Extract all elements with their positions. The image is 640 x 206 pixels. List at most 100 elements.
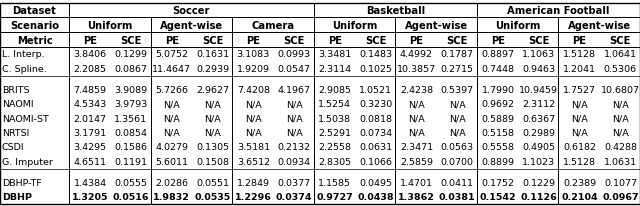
Text: 1.5128: 1.5128	[563, 50, 596, 59]
Text: 5.0752: 5.0752	[156, 50, 188, 59]
Text: 0.2715: 0.2715	[441, 64, 474, 73]
Text: 1.3862: 1.3862	[398, 192, 435, 201]
Text: 3.9793: 3.9793	[115, 100, 148, 109]
Text: N/A: N/A	[204, 128, 221, 137]
Text: 10.9459: 10.9459	[519, 86, 558, 95]
Text: N/A: N/A	[449, 100, 466, 109]
Text: CSDI: CSDI	[2, 143, 24, 152]
Text: 0.1508: 0.1508	[196, 157, 229, 166]
Text: 0.3230: 0.3230	[359, 100, 392, 109]
Text: 0.0535: 0.0535	[195, 192, 230, 201]
Text: N/A: N/A	[245, 128, 262, 137]
Text: N/A: N/A	[408, 128, 425, 137]
Text: 0.1483: 0.1483	[359, 50, 392, 59]
Text: 0.5397: 0.5397	[441, 86, 474, 95]
Text: 11.4647: 11.4647	[152, 64, 191, 73]
Text: 1.9832: 1.9832	[154, 192, 190, 201]
Text: 0.2104: 0.2104	[561, 192, 598, 201]
Text: 1.0641: 1.0641	[604, 50, 637, 59]
Text: 2.2558: 2.2558	[319, 143, 351, 152]
Text: 0.5158: 0.5158	[481, 128, 515, 137]
Text: 1.5128: 1.5128	[563, 157, 596, 166]
Text: 0.0377: 0.0377	[278, 178, 310, 187]
Text: 0.4288: 0.4288	[604, 143, 637, 152]
Text: 0.9727: 0.9727	[317, 192, 353, 201]
Text: 0.0411: 0.0411	[441, 178, 474, 187]
Text: Uniform: Uniform	[87, 21, 132, 31]
Text: 2.5291: 2.5291	[319, 128, 351, 137]
Text: 0.5889: 0.5889	[481, 114, 515, 123]
Text: 5.7266: 5.7266	[156, 86, 188, 95]
Text: 1.4701: 1.4701	[400, 178, 433, 187]
Text: 2.5859: 2.5859	[400, 157, 433, 166]
Text: 0.0934: 0.0934	[278, 157, 310, 166]
Text: DBHP: DBHP	[2, 192, 32, 201]
Text: 0.1191: 0.1191	[115, 157, 147, 166]
Text: 0.2989: 0.2989	[522, 128, 556, 137]
Text: PE: PE	[83, 36, 97, 46]
Text: N/A: N/A	[163, 114, 180, 123]
Text: N/A: N/A	[408, 100, 425, 109]
Text: N/A: N/A	[245, 100, 262, 109]
Text: 1.1063: 1.1063	[522, 50, 556, 59]
Text: 0.1025: 0.1025	[359, 64, 392, 73]
Text: 2.0286: 2.0286	[156, 178, 188, 187]
Text: 3.1791: 3.1791	[74, 128, 107, 137]
Text: 1.2041: 1.2041	[563, 64, 596, 73]
Text: SCE: SCE	[447, 36, 468, 46]
Text: SCE: SCE	[528, 36, 550, 46]
Text: 7.4208: 7.4208	[237, 86, 270, 95]
Text: 1.1023: 1.1023	[522, 157, 556, 166]
Text: PE: PE	[328, 36, 342, 46]
Text: 4.1967: 4.1967	[278, 86, 310, 95]
Text: 1.7527: 1.7527	[563, 86, 596, 95]
Text: 0.0438: 0.0438	[357, 192, 394, 201]
Text: 0.0381: 0.0381	[439, 192, 476, 201]
Text: NRTSI: NRTSI	[2, 128, 29, 137]
Text: 1.5254: 1.5254	[319, 100, 351, 109]
Text: 0.1229: 0.1229	[522, 178, 556, 187]
Text: 2.3471: 2.3471	[400, 143, 433, 152]
Text: 3.8406: 3.8406	[74, 50, 107, 59]
Text: 2.8305: 2.8305	[318, 157, 351, 166]
Text: 5.6011: 5.6011	[156, 157, 188, 166]
Text: 2.9627: 2.9627	[196, 86, 229, 95]
Text: 0.5306: 0.5306	[604, 64, 637, 73]
Text: 0.2132: 0.2132	[278, 143, 310, 152]
Text: 0.1299: 0.1299	[115, 50, 147, 59]
Text: Metric: Metric	[17, 36, 52, 46]
Text: Camera: Camera	[252, 21, 294, 31]
Text: 0.0551: 0.0551	[196, 178, 229, 187]
Text: Agent-wise: Agent-wise	[404, 21, 468, 31]
Text: 0.6367: 0.6367	[522, 114, 556, 123]
Text: 7.4859: 7.4859	[74, 86, 107, 95]
Text: NAOMI: NAOMI	[2, 100, 33, 109]
Text: 1.2296: 1.2296	[235, 192, 272, 201]
Text: N/A: N/A	[285, 100, 303, 109]
Text: 0.0547: 0.0547	[278, 64, 310, 73]
Text: 3.9089: 3.9089	[115, 86, 148, 95]
Text: 2.3112: 2.3112	[522, 100, 556, 109]
Text: 10.6807: 10.6807	[601, 86, 640, 95]
Text: 2.9085: 2.9085	[319, 86, 351, 95]
Text: 3.1083: 3.1083	[237, 50, 270, 59]
Text: 0.8897: 0.8897	[481, 50, 515, 59]
Text: SCE: SCE	[120, 36, 141, 46]
Text: 0.8899: 0.8899	[481, 157, 515, 166]
Text: 0.0516: 0.0516	[113, 192, 149, 201]
Text: L. Interp.: L. Interp.	[2, 50, 45, 59]
Text: Dataset: Dataset	[13, 6, 56, 16]
Text: SCE: SCE	[610, 36, 631, 46]
Text: 0.1787: 0.1787	[441, 50, 474, 59]
Text: 0.0555: 0.0555	[115, 178, 147, 187]
Text: 3.4295: 3.4295	[74, 143, 107, 152]
Text: 0.9692: 0.9692	[481, 100, 515, 109]
Text: 4.5343: 4.5343	[74, 100, 107, 109]
Text: 4.6511: 4.6511	[74, 157, 107, 166]
Text: PE: PE	[164, 36, 179, 46]
Text: American Football: American Football	[508, 6, 610, 16]
Text: 1.2849: 1.2849	[237, 178, 270, 187]
Text: N/A: N/A	[285, 114, 303, 123]
Text: NAOMI-ST: NAOMI-ST	[2, 114, 49, 123]
Text: N/A: N/A	[572, 128, 588, 137]
